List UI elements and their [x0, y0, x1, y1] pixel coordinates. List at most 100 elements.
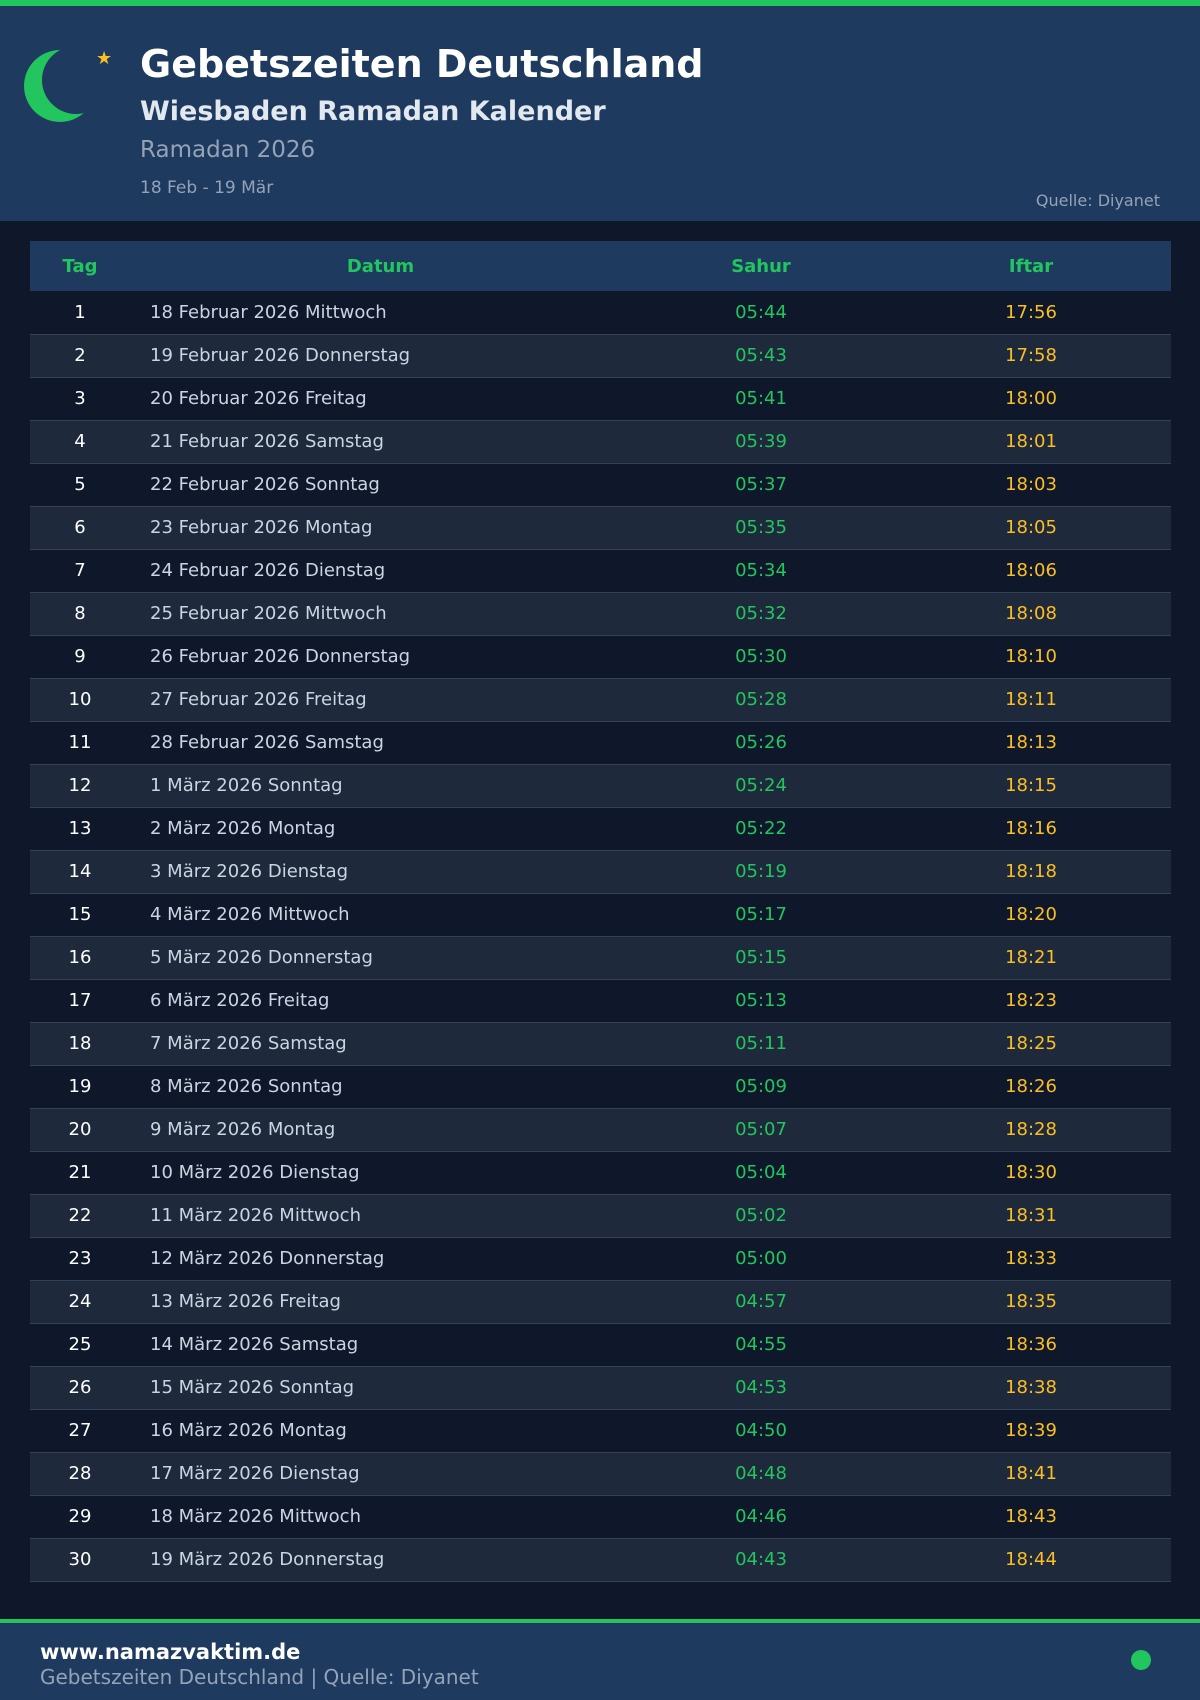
iftar-time: 18:38	[891, 1366, 1171, 1410]
iftar-time: 18:44	[891, 1538, 1171, 1582]
day-number: 30	[30, 1538, 130, 1582]
column-header-sahur: Sahur	[631, 241, 891, 291]
date: 17 März 2026 Dienstag	[130, 1452, 631, 1496]
date: 5 März 2026 Donnerstag	[130, 936, 631, 980]
iftar-time: 18:30	[891, 1151, 1171, 1195]
day-number: 16	[30, 936, 130, 980]
iftar-time: 18:06	[891, 549, 1171, 593]
date: 14 März 2026 Samstag	[130, 1323, 631, 1367]
day-number: 7	[30, 549, 130, 593]
iftar-time: 18:21	[891, 936, 1171, 980]
day-number: 1	[30, 291, 130, 335]
sahur-time: 05:41	[631, 377, 891, 421]
iftar-time: 18:13	[891, 721, 1171, 765]
date: 28 Februar 2026 Samstag	[130, 721, 631, 765]
day-number: 3	[30, 377, 130, 421]
website-link[interactable]: www.namazvaktim.de	[40, 1640, 301, 1664]
table-row: 20 9 März 2026 Montag 05:07 18:28	[30, 1108, 1171, 1152]
iftar-time: 18:41	[891, 1452, 1171, 1496]
table-row: 14 3 März 2026 Dienstag 05:19 18:18	[30, 850, 1171, 894]
iftar-time: 18:10	[891, 635, 1171, 679]
day-number: 29	[30, 1495, 130, 1539]
table-row: 4 21 Februar 2026 Samstag 05:39 18:01	[30, 420, 1171, 464]
table-row: 11 28 Februar 2026 Samstag 05:26 18:13	[30, 721, 1171, 765]
date: 10 März 2026 Dienstag	[130, 1151, 631, 1195]
iftar-time: 18:15	[891, 764, 1171, 808]
page-footer: www.namazvaktim.de Gebetszeiten Deutschl…	[0, 1623, 1200, 1700]
sahur-time: 04:46	[631, 1495, 891, 1539]
iftar-time: 17:56	[891, 291, 1171, 335]
iftar-time: 18:16	[891, 807, 1171, 851]
date: 9 März 2026 Montag	[130, 1108, 631, 1152]
sahur-time: 05:26	[631, 721, 891, 765]
table-row: 24 13 März 2026 Freitag 04:57 18:35	[30, 1280, 1171, 1324]
day-number: 13	[30, 807, 130, 851]
page-header: ★ Gebetszeiten Deutschland Wiesbaden Ram…	[0, 6, 1200, 221]
table-row: 12 1 März 2026 Sonntag 05:24 18:15	[30, 764, 1171, 808]
page-subtitle: Wiesbaden Ramadan Kalender	[140, 96, 606, 127]
table-row: 18 7 März 2026 Samstag 05:11 18:25	[30, 1022, 1171, 1066]
source-label: Quelle: Diyanet	[1035, 191, 1160, 210]
date: 27 Februar 2026 Freitag	[130, 678, 631, 722]
table-row: 15 4 März 2026 Mittwoch 05:17 18:20	[30, 893, 1171, 937]
date: 2 März 2026 Montag	[130, 807, 631, 851]
date: 3 März 2026 Dienstag	[130, 850, 631, 894]
date: 22 Februar 2026 Sonntag	[130, 463, 631, 507]
table-row: 23 12 März 2026 Donnerstag 05:00 18:33	[30, 1237, 1171, 1281]
date: 18 März 2026 Mittwoch	[130, 1495, 631, 1539]
date: 7 März 2026 Samstag	[130, 1022, 631, 1066]
sahur-time: 05:39	[631, 420, 891, 464]
table-row: 9 26 Februar 2026 Donnerstag 05:30 18:10	[30, 635, 1171, 679]
sahur-time: 05:30	[631, 635, 891, 679]
sahur-time: 05:28	[631, 678, 891, 722]
day-number: 19	[30, 1065, 130, 1109]
day-number: 6	[30, 506, 130, 550]
table-row: 2 19 Februar 2026 Donnerstag 05:43 17:58	[30, 334, 1171, 378]
date: 21 Februar 2026 Samstag	[130, 420, 631, 464]
iftar-time: 18:03	[891, 463, 1171, 507]
table-row: 8 25 Februar 2026 Mittwoch 05:32 18:08	[30, 592, 1171, 636]
day-number: 4	[30, 420, 130, 464]
date: 23 Februar 2026 Montag	[130, 506, 631, 550]
date: 19 März 2026 Donnerstag	[130, 1538, 631, 1582]
column-header-iftar: Iftar	[891, 241, 1171, 291]
date: 6 März 2026 Freitag	[130, 979, 631, 1023]
table-row: 28 17 März 2026 Dienstag 04:48 18:41	[30, 1452, 1171, 1496]
table-row: 1 18 Februar 2026 Mittwoch 05:44 17:56	[30, 291, 1171, 335]
date: 15 März 2026 Sonntag	[130, 1366, 631, 1410]
iftar-time: 18:31	[891, 1194, 1171, 1238]
table-header-row: Tag Datum Sahur Iftar	[30, 241, 1171, 291]
day-number: 21	[30, 1151, 130, 1195]
sahur-time: 05:04	[631, 1151, 891, 1195]
day-number: 10	[30, 678, 130, 722]
column-header-tag: Tag	[30, 241, 130, 291]
sahur-time: 05:44	[631, 291, 891, 335]
iftar-time: 18:20	[891, 893, 1171, 937]
iftar-time: 18:18	[891, 850, 1171, 894]
table-row: 6 23 Februar 2026 Montag 05:35 18:05	[30, 506, 1171, 550]
sahur-time: 05:11	[631, 1022, 891, 1066]
iftar-time: 18:25	[891, 1022, 1171, 1066]
sahur-time: 05:22	[631, 807, 891, 851]
date: 13 März 2026 Freitag	[130, 1280, 631, 1324]
iftar-time: 18:35	[891, 1280, 1171, 1324]
date: 19 Februar 2026 Donnerstag	[130, 334, 631, 378]
table-row: 5 22 Februar 2026 Sonntag 05:37 18:03	[30, 463, 1171, 507]
date: 1 März 2026 Sonntag	[130, 764, 631, 808]
iftar-time: 18:36	[891, 1323, 1171, 1367]
iftar-time: 18:28	[891, 1108, 1171, 1152]
date: 26 Februar 2026 Donnerstag	[130, 635, 631, 679]
table-row: 29 18 März 2026 Mittwoch 04:46 18:43	[30, 1495, 1171, 1539]
sahur-time: 05:07	[631, 1108, 891, 1152]
table-row: 26 15 März 2026 Sonntag 04:53 18:38	[30, 1366, 1171, 1410]
day-number: 17	[30, 979, 130, 1023]
sahur-time: 05:37	[631, 463, 891, 507]
day-number: 27	[30, 1409, 130, 1453]
iftar-time: 18:26	[891, 1065, 1171, 1109]
sahur-time: 05:24	[631, 764, 891, 808]
table-row: 22 11 März 2026 Mittwoch 05:02 18:31	[30, 1194, 1171, 1238]
sahur-time: 04:50	[631, 1409, 891, 1453]
date: 24 Februar 2026 Dienstag	[130, 549, 631, 593]
iftar-time: 18:08	[891, 592, 1171, 636]
day-number: 28	[30, 1452, 130, 1496]
